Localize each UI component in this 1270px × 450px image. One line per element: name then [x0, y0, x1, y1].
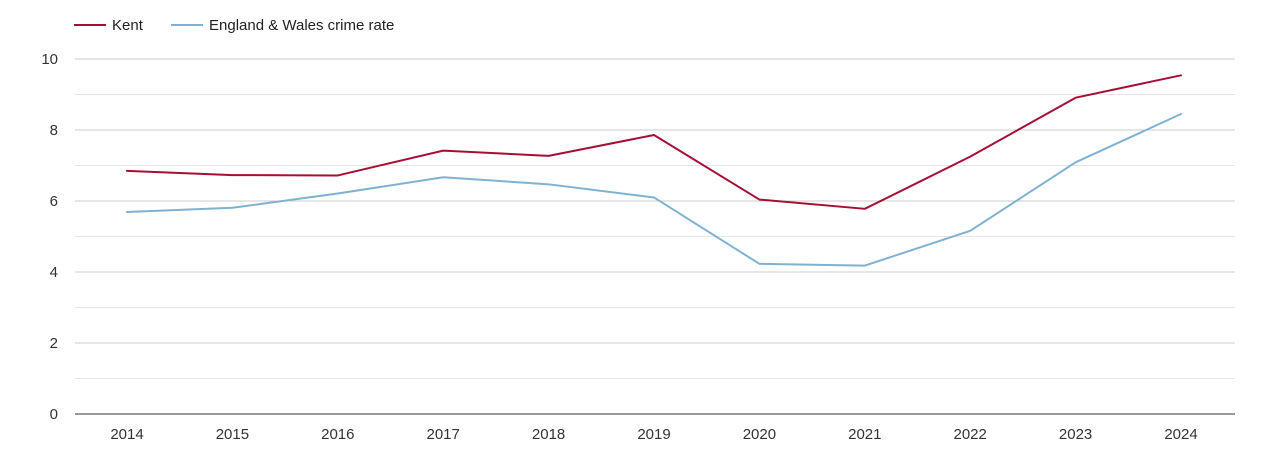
- legend-label-england-wales: England & Wales crime rate: [209, 17, 394, 34]
- x-tick-label: 2016: [321, 426, 354, 443]
- gridlines: [75, 58, 1235, 379]
- legend-item-kent[interactable]: Kent: [74, 17, 144, 34]
- x-tick-label: 2022: [954, 426, 987, 443]
- legend-label-kent: Kent: [112, 17, 144, 34]
- x-tick-label: 2015: [216, 426, 249, 443]
- x-tick-label: 2017: [427, 426, 460, 443]
- x-tick-label: 2020: [743, 426, 776, 443]
- y-tick-label: 6: [50, 193, 58, 210]
- y-tick-label: 0: [50, 406, 58, 423]
- series-line-kent[interactable]: [126, 74, 1182, 210]
- x-tick-label: 2014: [110, 426, 143, 443]
- x-axis-tick-labels: 2014 2015 2016 2017 2018 2019 2020 2021 2022 2023…: [110, 426, 1197, 443]
- x-tick-label: 2024: [1164, 426, 1197, 443]
- x-tick-label: 2019: [637, 426, 670, 443]
- y-axis-tick-labels: 0 2 4 6 8 10: [41, 51, 58, 423]
- y-tick-label: 4: [50, 264, 58, 281]
- y-tick-label: 2: [50, 335, 58, 352]
- x-tick-label: 2021: [848, 426, 881, 443]
- x-tick-label: 2018: [532, 426, 565, 443]
- x-tick-label: 2023: [1059, 426, 1092, 443]
- legend-item-england-wales[interactable]: England & Wales crime rate: [171, 17, 394, 34]
- series-line-england-wales-crime-rate[interactable]: [126, 113, 1182, 267]
- series-lines: [126, 74, 1182, 267]
- y-tick-label: 10: [41, 51, 58, 68]
- y-tick-label: 8: [50, 122, 58, 139]
- legend: Kent England & Wales crime rate: [74, 17, 394, 34]
